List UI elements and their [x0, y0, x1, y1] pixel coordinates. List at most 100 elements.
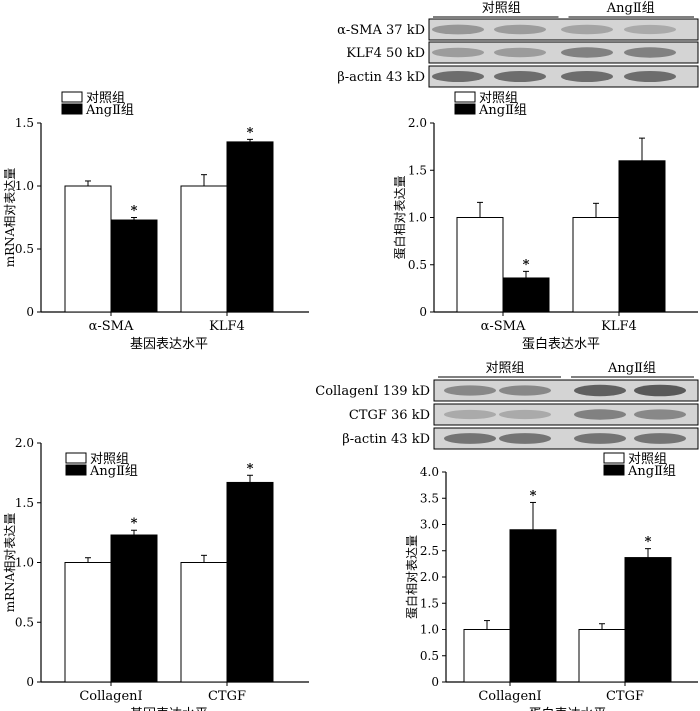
blot-band: [494, 47, 546, 58]
blot-strip: [433, 403, 699, 426]
y-tick-label: 0.5: [15, 615, 34, 629]
y-tick-label: 0.5: [15, 242, 34, 256]
blot-band: [624, 24, 676, 35]
blot-band: [499, 385, 551, 396]
blot-group-label: 对照组: [482, 1, 521, 16]
western-blot-2: 对照组 AngⅡ组 CollagenⅠ 139 kD CTGF 36 kD β-acti…: [315, 361, 699, 450]
bar-ang: [110, 534, 158, 683]
legend-swatch-control: [603, 452, 625, 464]
blot-strip: [433, 427, 699, 450]
y-tick-label: 1.5: [420, 596, 439, 610]
legend-label-ang: AngⅡ组: [89, 464, 138, 479]
bar-control: [180, 562, 228, 683]
x-axis-label: 基因表达水平: [130, 707, 208, 711]
bar-ang: [624, 557, 672, 683]
blot-row-label: CollagenⅠ 139 kD: [315, 384, 430, 399]
blot-group-label: 对照组: [485, 361, 524, 376]
western-blot-1: 对照组 AngⅡ组 α-SMA 37 kD KLF4 50 kD β-actin 43 …: [337, 1, 699, 88]
chart-3: 0 0.5 1.0 1.5 2.0 mRNA相对表达量 * CollagenⅠ * CTGF基因表…: [3, 436, 309, 711]
blot-row-label: β-actin 43 kD: [337, 70, 425, 85]
legend-swatch-control: [61, 91, 83, 103]
blot-band: [499, 433, 551, 444]
blot-group-label: AngⅡ组: [606, 1, 655, 16]
x-tick-label: α-SMA: [481, 319, 526, 334]
blot-band: [432, 24, 484, 35]
blot-strip: [433, 379, 699, 402]
x-tick-label: KLF4: [601, 319, 637, 334]
blot-band: [432, 71, 484, 82]
y-tick-label: 0.5: [420, 649, 439, 663]
y-tick-label: 2.0: [15, 436, 34, 450]
significance-mark: *: [131, 516, 138, 531]
x-axis-label: 基因表达水平: [130, 337, 208, 352]
y-tick-label: 1.5: [15, 116, 34, 130]
y-tick-label: 1.0: [15, 556, 34, 570]
significance-mark: *: [645, 535, 652, 550]
y-tick-label: 1.0: [408, 211, 427, 225]
y-tick-label: 1.0: [420, 623, 439, 637]
y-tick-label: 2.5: [420, 544, 439, 558]
significance-mark: *: [131, 204, 138, 219]
x-tick-label: CTGF: [208, 689, 246, 704]
y-tick-label: 1.0: [15, 179, 34, 193]
blot-band: [444, 385, 496, 396]
y-tick-label: 1.5: [408, 163, 427, 177]
bar-ang: [502, 277, 550, 313]
y-tick-label: 0.5: [408, 258, 427, 272]
significance-mark: *: [530, 488, 537, 503]
legend-swatch-ang: [61, 103, 83, 115]
chart-4: 0 0.5 1.0 1.5 2.0 2.5 3.0 3.5 4.0 蛋白相对表达量 * Collage…: [404, 452, 698, 711]
blot-band: [561, 71, 613, 82]
x-tick-label: CollagenⅠ: [79, 689, 142, 704]
legend-label-control: 对照组: [86, 91, 125, 106]
y-tick-label: 0: [26, 305, 34, 319]
legend-label-ang: AngⅡ组: [478, 103, 527, 118]
y-tick-label: 0: [26, 675, 34, 689]
bar-control: [463, 629, 511, 683]
x-tick-label: CTGF: [606, 689, 644, 704]
legend-label-ang: AngⅡ组: [85, 103, 134, 118]
x-tick-label: CollagenⅠ: [478, 689, 541, 704]
legend-swatch-control: [454, 91, 476, 103]
blot-group-label: AngⅡ组: [607, 361, 656, 376]
blot-band: [624, 71, 676, 82]
bar-ang: [226, 141, 274, 313]
legend-label-control: 对照组: [628, 452, 667, 467]
x-axis-label: 蛋白表达水平: [528, 706, 606, 711]
blot-band: [561, 24, 613, 35]
y-axis-label: mRNA相对表达量: [3, 513, 17, 613]
bar-control: [578, 629, 626, 683]
blot-band: [634, 384, 686, 397]
blot-band: [432, 47, 484, 58]
blot-band: [494, 71, 546, 82]
y-tick-label: 0: [431, 675, 439, 689]
legend-swatch-ang: [454, 103, 476, 115]
bar-control: [572, 217, 620, 313]
legend-label-control: 对照组: [90, 452, 129, 467]
x-axis-label: 蛋白表达水平: [522, 336, 600, 352]
significance-mark: *: [247, 461, 254, 476]
legend-swatch-ang: [65, 464, 87, 476]
y-axis-label: 蛋白相对表达量: [404, 535, 419, 619]
legend-swatch-control: [65, 452, 87, 464]
y-tick-label: 2.0: [408, 116, 427, 130]
blot-row-label: α-SMA 37 kD: [337, 23, 425, 38]
blot-band: [574, 433, 626, 444]
y-tick-label: 4.0: [420, 465, 439, 479]
bar-ang: [110, 219, 158, 313]
y-tick-label: 0: [419, 305, 427, 319]
y-axis-label: 蛋白相对表达量: [392, 175, 407, 259]
x-tick-label: α-SMA: [89, 319, 134, 334]
bar-control: [64, 185, 112, 313]
y-tick-label: 1.5: [15, 496, 34, 510]
blot-row-label: CTGF 36 kD: [349, 408, 430, 423]
bar-control: [64, 562, 112, 683]
blot-row-label: KLF4 50 kD: [346, 46, 425, 61]
blot-band: [634, 433, 686, 444]
bar-ang: [618, 160, 666, 313]
blot-band: [444, 409, 496, 420]
blot-band: [634, 409, 686, 420]
